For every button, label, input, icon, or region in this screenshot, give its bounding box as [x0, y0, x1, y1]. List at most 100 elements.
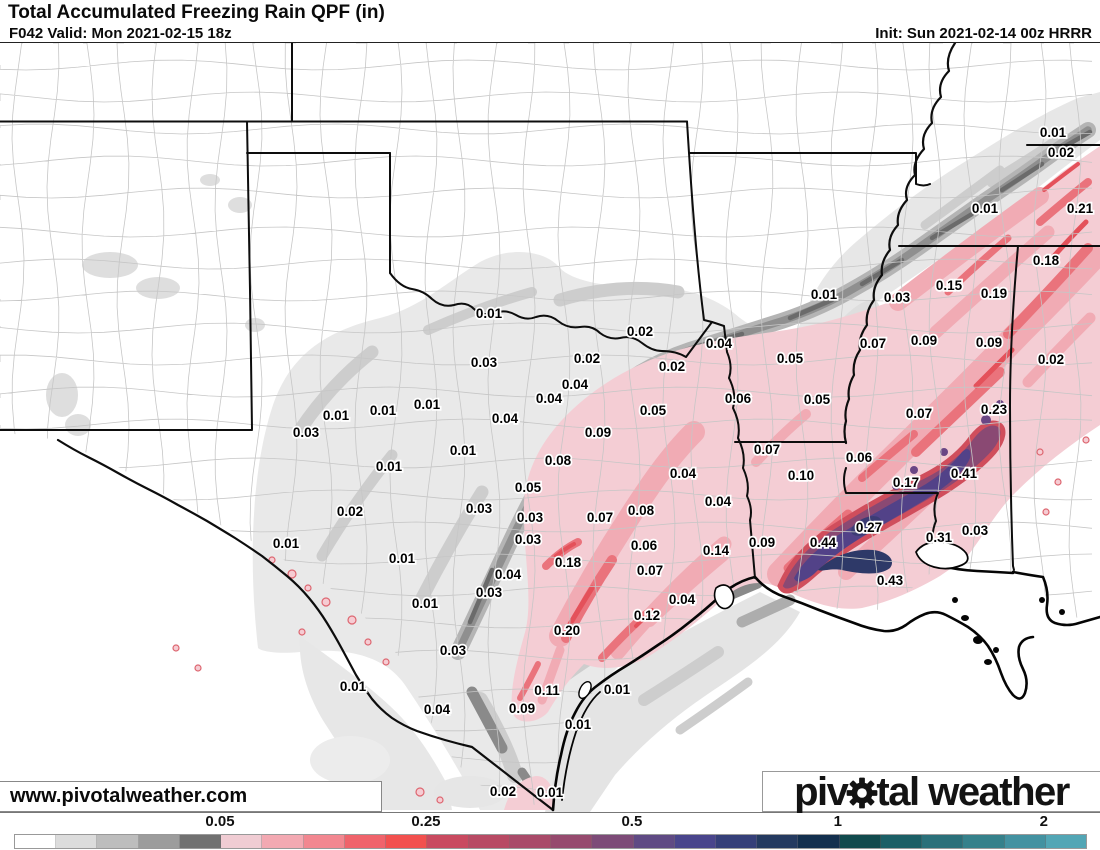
- map-value-label: 0.18: [1033, 253, 1060, 268]
- colorbar-segment: [1004, 835, 1046, 848]
- colorbar-segment: [386, 835, 428, 848]
- colorbar-segment: [922, 835, 964, 848]
- map-value-label: 0.04: [670, 466, 697, 481]
- map-value-label: 0.04: [705, 494, 732, 509]
- map-value-label: 0.11: [534, 683, 560, 698]
- map-value-label: 0.09: [509, 701, 535, 716]
- map-value-label: 0.03: [517, 510, 544, 525]
- map-value-label: 0.01: [450, 443, 477, 458]
- colorbar-tick: 0.05: [205, 813, 235, 830]
- rio-grande-river: [56, 438, 555, 812]
- coastline: [551, 541, 1100, 812]
- map-value-label: 0.03: [466, 501, 493, 516]
- map-value-label: 0.06: [846, 450, 873, 465]
- map-value-label: 0.01: [604, 682, 631, 697]
- map-value-label: 0.04: [706, 336, 733, 351]
- colorbar-segment: [839, 835, 881, 848]
- map-value-label: 0.01: [537, 785, 564, 800]
- map-value-label: 0.07: [637, 563, 663, 578]
- map-value-label: 0.04: [562, 377, 589, 392]
- map-value-label: 0.17: [893, 475, 919, 490]
- colorbar: [14, 834, 1087, 849]
- map-value-label: 0.01: [340, 679, 367, 694]
- map-value-label: 0.03: [440, 643, 467, 658]
- map-value-label: 0.08: [545, 453, 572, 468]
- map-value-label: 0.06: [725, 391, 752, 406]
- map-value-label: 0.01: [412, 596, 439, 611]
- map-value-label: 0.01: [565, 717, 592, 732]
- map-value-label: 0.03: [884, 290, 911, 305]
- map-value-label: 0.01: [273, 536, 300, 551]
- map-value-label: 0.01: [389, 551, 416, 566]
- map-value-label: 0.01: [376, 459, 403, 474]
- map-value-label: 0.02: [627, 324, 653, 339]
- colorbar-segment: [592, 835, 634, 848]
- colorbar-segment: [138, 835, 180, 848]
- colorbar-segment: [262, 835, 304, 848]
- map-value-label: 0.05: [804, 392, 831, 407]
- map-value-label: 0.41: [951, 466, 978, 481]
- pivotal-weather-logo: piv tal weather: [762, 771, 1100, 812]
- map-value-label: 0.02: [1038, 352, 1064, 367]
- map-value-label: 0.07: [587, 510, 613, 525]
- map-value-label: 0.01: [370, 403, 397, 418]
- red-river: [389, 272, 713, 358]
- valid-time-label: F042 Valid: Mon 2021-02-15 18z: [9, 25, 232, 42]
- logo-text-part2: tal weather: [876, 769, 1070, 814]
- page-title: Total Accumulated Freezing Rain QPF (in): [8, 2, 385, 23]
- map-value-label: 0.07: [906, 406, 932, 421]
- map-value-label: 0.12: [634, 608, 660, 623]
- map-value-label: 0.01: [323, 408, 350, 423]
- colorbar-segment: [1045, 835, 1087, 848]
- map-value-label: 0.07: [860, 336, 886, 351]
- map-value-label: 0.09: [585, 425, 611, 440]
- colorbar-tick: 2: [1039, 813, 1048, 830]
- map-value-label: 0.01: [972, 201, 999, 216]
- map-value-label: 0.09: [976, 335, 1002, 350]
- map-value-label: 0.05: [515, 480, 542, 495]
- map-value-label: 0.44: [810, 535, 837, 550]
- map-value-label: 0.09: [749, 535, 775, 550]
- colorbar-footer: 0.05 0.25 0.5 1 2: [0, 813, 1100, 850]
- colorbar-tick: 0.5: [621, 813, 643, 830]
- map-value-label: 0.03: [476, 585, 503, 600]
- map-value-label: 0.05: [640, 403, 667, 418]
- map-value-label: 0.31: [926, 530, 953, 545]
- map-value-label: 0.01: [811, 287, 838, 302]
- map-value-label: 0.01: [1040, 125, 1067, 140]
- colorbar-segment: [880, 835, 923, 848]
- map-value-label: 0.23: [981, 402, 1008, 417]
- map-value-label: 0.02: [574, 351, 600, 366]
- colorbar-tick-labels: 0.05 0.25 0.5 1 2: [0, 813, 1100, 833]
- colorbar-tick: 1: [833, 813, 843, 830]
- map-value-label: 0.02: [1048, 145, 1074, 160]
- state-borders: [0, 41, 1100, 812]
- colorbar-segment: [15, 835, 57, 848]
- map-value-label: 0.03: [293, 425, 320, 440]
- init-time-label: Init: Sun 2021-02-14 00z HRRR: [875, 25, 1092, 42]
- map-value-label: 0.04: [492, 411, 519, 426]
- map-value-label: 0.18: [555, 555, 582, 570]
- map-value-label: 0.43: [877, 573, 904, 588]
- qpf-shading: [46, 92, 1100, 812]
- header-bar: Total Accumulated Freezing Rain QPF (in)…: [0, 0, 1100, 43]
- map-area: 0.01 0.02 0.01 0.21 0.18 0.15 0.19 0.03 0.01 0.07…: [0, 41, 1100, 813]
- gear-icon: [847, 777, 878, 809]
- colorbar-segment: [468, 835, 510, 848]
- map-value-label: 0.09: [911, 333, 937, 348]
- map-value-label: 0.08: [628, 503, 655, 518]
- map-value-label: 0.20: [554, 623, 580, 638]
- map-value-label: 0.03: [515, 532, 542, 547]
- map-value-label: 0.19: [981, 286, 1007, 301]
- map-value-label: 0.01: [414, 397, 441, 412]
- map-value-label: 0.04: [424, 702, 451, 717]
- map-value-label: 0.03: [471, 355, 498, 370]
- map-value-label: 0.03: [962, 523, 989, 538]
- map-value-label: 0.02: [337, 504, 363, 519]
- mississippi-river: [843, 41, 957, 445]
- county-grid: [0, 43, 1093, 810]
- map-value-label: 0.14: [703, 543, 730, 558]
- colorbar-segment: [344, 835, 387, 848]
- map-value-label: 0.15: [936, 278, 963, 293]
